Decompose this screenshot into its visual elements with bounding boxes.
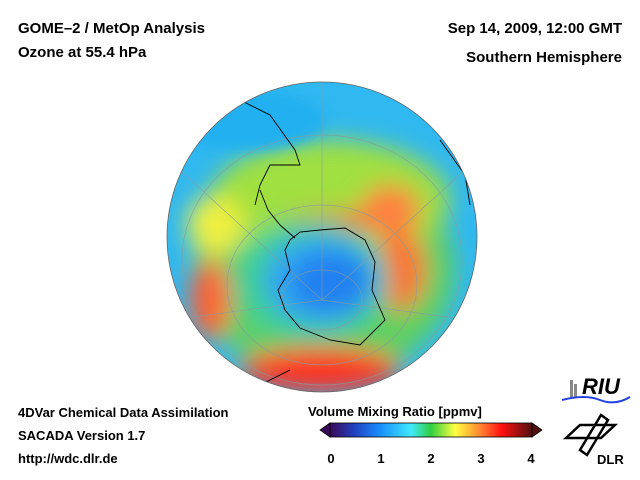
riu-logo-mark bbox=[561, 380, 631, 404]
colorbar-gradient bbox=[329, 422, 533, 438]
colorbar-tick: 4 bbox=[527, 451, 535, 466]
riu-logo: RIU bbox=[582, 374, 620, 399]
dlr-logo-mark bbox=[562, 413, 619, 457]
colorbar-under-arrow bbox=[319, 422, 331, 438]
colorbar-tick: 1 bbox=[377, 451, 385, 466]
datetime: Sep 14, 2009, 12:00 GMT bbox=[447, 20, 622, 37]
title-line1: GOME–2 / MetOp Analysis bbox=[18, 20, 205, 37]
globe-field bbox=[167, 82, 477, 392]
title-line2: Ozone at 55.4 hPa bbox=[18, 44, 147, 61]
footer-line1: 4DVar Chemical Data Assimilation bbox=[18, 405, 229, 420]
colorbar-title: Volume Mixing Ratio [ppmv] bbox=[308, 404, 482, 419]
colorbar-tick: 2 bbox=[427, 451, 435, 466]
footer-line2: SACADA Version 1.7 bbox=[18, 428, 146, 443]
colorbar-tick: 0 bbox=[327, 451, 335, 466]
dlr-logo: DLR bbox=[597, 452, 624, 467]
region-label: Southern Hemisphere bbox=[466, 49, 622, 66]
colorbar-over-arrow bbox=[531, 422, 543, 438]
colorbar bbox=[319, 422, 543, 438]
footer-url: http://wdc.dlr.de bbox=[18, 451, 118, 466]
colorbar-tick: 3 bbox=[477, 451, 485, 466]
globe-outline bbox=[166, 81, 478, 393]
